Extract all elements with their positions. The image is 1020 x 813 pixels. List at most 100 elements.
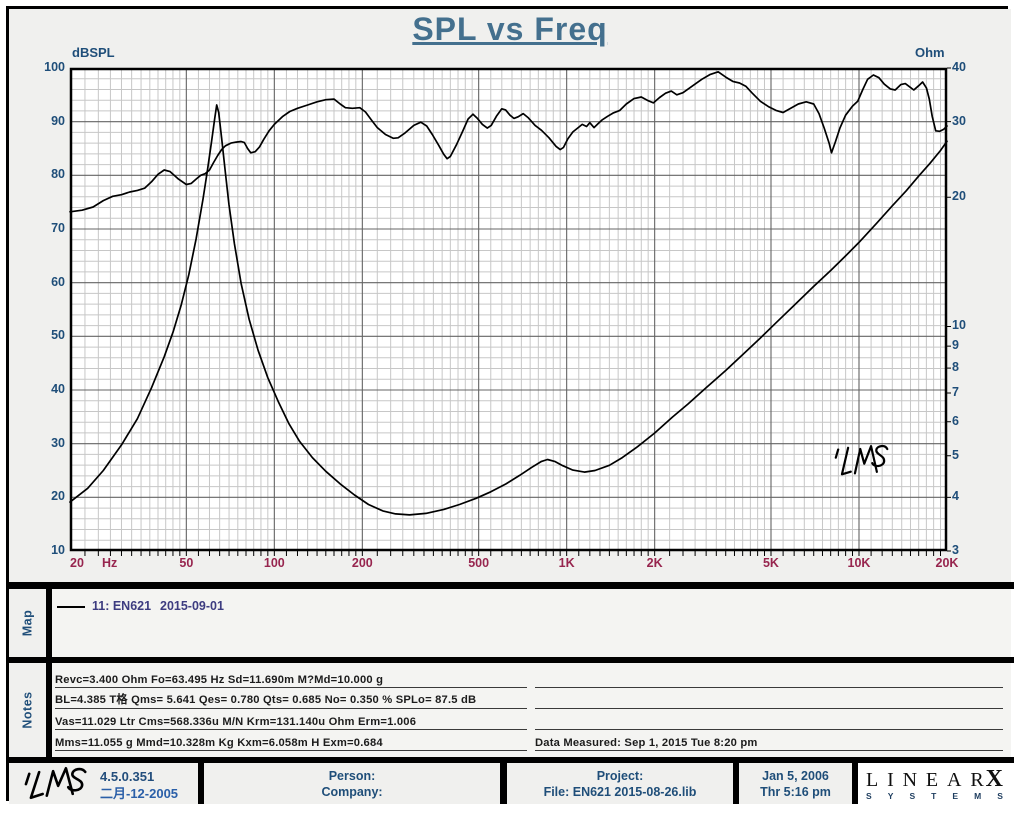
version-block: 4.5.0.351 二月-12-2005	[100, 768, 178, 802]
curve-impedance	[69, 104, 948, 516]
x-axis-unit-label: Hz	[102, 556, 118, 570]
footer-divider	[198, 763, 204, 804]
project-file-cell: Project: File: EN621 2015-08-26.lib	[507, 763, 733, 804]
y-left-tick-label: 80	[51, 167, 65, 182]
footer-divider	[733, 763, 739, 804]
y-right-tick-label: 8	[952, 360, 959, 375]
notes-content	[52, 663, 1011, 757]
note-line: Vas=11.029 Ltr Cms=568.336u M/N Krm=131.…	[55, 709, 527, 730]
footer-bar	[9, 763, 1011, 804]
linearx-systems-letter: S	[909, 791, 916, 801]
note-line	[535, 709, 1003, 730]
map-tab: Map	[9, 589, 46, 657]
linearx-letter: E	[925, 769, 939, 791]
note-line: Revc=3.400 Ohm Fo=63.495 Hz Sd=11.690m M…	[55, 667, 527, 688]
curve-spl	[69, 70, 948, 213]
map-section	[9, 589, 1011, 657]
footer-divider	[852, 763, 858, 804]
y-right-tick-label: 30	[952, 113, 966, 128]
linearx-letter: N	[902, 769, 918, 791]
y-left-tick-label: 30	[51, 435, 65, 450]
y-right-tick-label: 4	[952, 489, 959, 504]
y-left-tick-label: 40	[51, 382, 65, 396]
linearx-letter: A	[947, 769, 962, 791]
note-line: Mms=11.055 g Mmd=10.328m Kg Kxm=6.058m H…	[55, 730, 527, 751]
version-date: 二月-12-2005	[100, 786, 179, 801]
y-left-tick-label: 50	[51, 328, 65, 343]
file-label: File: EN621 2015-08-26.lib	[543, 784, 697, 799]
note-line	[535, 688, 1003, 709]
plot-area	[69, 67, 951, 556]
map-content	[52, 589, 1011, 657]
date-time-cell: Jan 5, 2006 Thr 5:16 pm	[739, 763, 852, 804]
legend-series-date: 2015-09-01	[160, 599, 224, 613]
legend-series-label: 11: EN621	[92, 599, 152, 613]
project-label: Project:	[596, 768, 644, 783]
linearx-letter: R	[970, 769, 984, 791]
x-tick-label: 1K	[558, 556, 575, 570]
note-line: Data Measured: Sep 1, 2015 Tue 8:20 pm	[535, 730, 1003, 751]
spl-impedance-plot	[69, 67, 951, 556]
x-tick-label: 500	[468, 556, 490, 570]
x-tick-label: 10K	[847, 556, 871, 570]
notes-left-column: Revc=3.400 Ohm Fo=63.495 Hz Sd=11.690m M…	[55, 667, 527, 751]
linearx-x: X	[985, 766, 1003, 792]
y-left-tick-label: 70	[51, 221, 65, 235]
x-tick-label: 50	[179, 556, 194, 570]
linearx-letter: I	[887, 769, 894, 791]
notes-section	[9, 663, 1011, 757]
person-label: Person:	[328, 768, 376, 783]
y-right-tick-label: 20	[952, 189, 966, 204]
linearx-systems-letter: Y	[887, 791, 894, 801]
chart-title: SPL vs Freq	[412, 11, 608, 47]
separator	[6, 582, 1014, 589]
footer-divider	[500, 763, 507, 804]
print-time: Thr 5:16 pm	[760, 784, 831, 799]
linearx-systems-letter: S	[866, 791, 872, 801]
x-tick-label: 20	[70, 556, 84, 570]
y-right-axis-name: Ohm	[915, 45, 945, 60]
x-tick-label: 5K	[762, 556, 779, 570]
x-tick-label: 100	[263, 556, 285, 570]
x-tick-label: 2K	[646, 556, 663, 570]
separator	[6, 757, 1014, 763]
company-label: Company:	[321, 784, 383, 799]
y-left-tick-label: 60	[51, 274, 65, 289]
legend-sample-line	[57, 606, 85, 608]
notes-right-column: Data Measured: Sep 1, 2015 Tue 8:20 pm	[535, 667, 1003, 751]
y-left-tick-label: 20	[51, 489, 65, 504]
version-number: 4.5.0.351	[100, 769, 155, 784]
y-left-tick-label: 10	[51, 543, 65, 557]
y-left-tick-label: 90	[51, 113, 65, 128]
map-tab-divider	[46, 589, 52, 657]
y-left-axis-name: dBSPL	[72, 45, 115, 60]
lms-signature-icon	[834, 445, 889, 476]
y-right-tick-label: 5	[952, 447, 959, 462]
notes-tab-label: Notes	[20, 691, 35, 729]
x-tick-label: 200	[351, 556, 373, 570]
y-left-tick-label: 100	[44, 60, 65, 74]
map-tab-label: Map	[20, 609, 35, 637]
note-line: BL=4.385 T格 Qms= 5.641 Qes= 0.780 Qts= 0…	[55, 688, 527, 709]
y-right-tick-label: 10	[952, 318, 966, 333]
lms-logo	[24, 766, 87, 800]
y-right-tick-label: 3	[952, 543, 959, 557]
x-tick-label: 20K	[935, 556, 959, 570]
y-right-tick-label: 6	[952, 413, 959, 428]
separator	[6, 657, 1014, 663]
y-right-tick-label: 9	[952, 338, 959, 353]
notes-tab: Notes	[9, 663, 46, 757]
y-right-tick-label: 40	[952, 60, 966, 74]
linearx-systems-letter: S	[997, 791, 1003, 801]
linearx-systems-letter: M	[974, 791, 982, 801]
person-company-cell: Person: Company:	[204, 763, 500, 804]
note-line	[535, 667, 1003, 688]
print-date: Jan 5, 2006	[762, 768, 829, 783]
linearx-systems-letter: E	[952, 791, 959, 801]
y-right-tick-label: 7	[952, 385, 959, 399]
